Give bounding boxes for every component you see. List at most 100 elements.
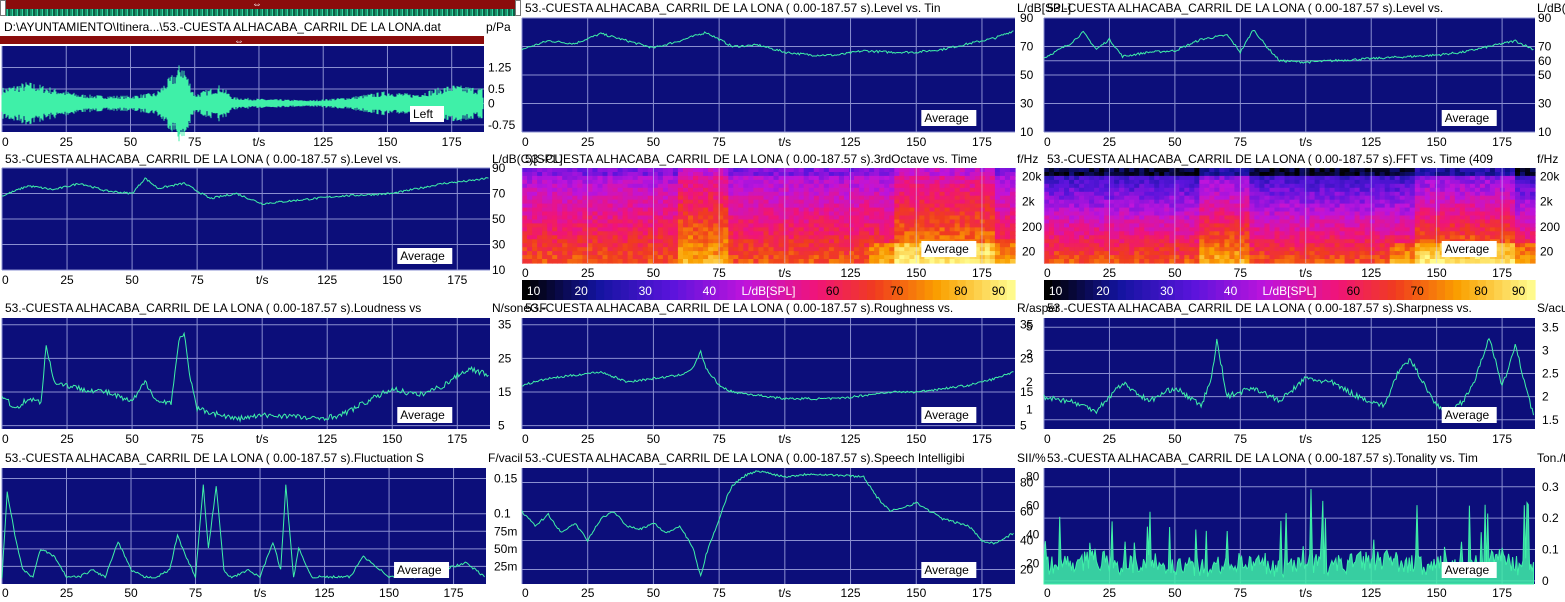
heatmap-cell — [1179, 187, 1185, 193]
heatmap-cell — [1434, 215, 1441, 221]
heatmap-cell — [1174, 243, 1180, 248]
heatmap-cell — [1515, 243, 1521, 248]
heatmap-cell — [1159, 215, 1165, 221]
heatmap-cell — [778, 179, 785, 185]
scrollbar-right-arrow[interactable] — [515, 0, 521, 16]
heatmap-cell — [788, 207, 795, 213]
heatmap-cell — [562, 231, 568, 236]
heatmap-cell — [1074, 255, 1080, 260]
heatmap-cell — [823, 207, 830, 213]
heatmap-cell — [1354, 179, 1361, 185]
colorbar-cell — [612, 280, 622, 300]
heatmap-cell — [793, 251, 800, 256]
heatmap-cell — [622, 187, 629, 193]
heatmap-cell — [1304, 199, 1311, 205]
heatmap-cell — [728, 203, 734, 209]
heatmap-cell — [672, 187, 679, 193]
heatmap-cell — [607, 211, 614, 217]
heatmap-cell — [693, 168, 699, 173]
heatmap-cell — [1234, 168, 1240, 173]
x-tick-label: 125 — [1361, 135, 1381, 149]
heatmap-cell — [1364, 231, 1371, 236]
heatmap-cell — [1254, 223, 1260, 228]
heatmap-cell — [1334, 215, 1341, 221]
series-line — [521, 30, 1014, 57]
heatmap-cell — [1264, 191, 1270, 197]
heatmap-cell — [1379, 168, 1386, 173]
heatmap-cell — [698, 239, 704, 244]
heatmap-cell — [758, 259, 764, 264]
heatmap-cell — [582, 203, 588, 209]
heatmap-cell — [522, 223, 528, 228]
heatmap-cell — [1189, 211, 1195, 217]
heatmap-cell — [1004, 175, 1011, 181]
heatmap-cell — [818, 199, 825, 205]
heatmap-cell — [778, 191, 785, 197]
heatmap-cell — [1059, 203, 1065, 209]
heatmap-cell — [662, 172, 669, 177]
heatmap-cell — [1124, 199, 1130, 205]
heatmap-cell — [1279, 259, 1286, 264]
colorbar-cell — [891, 280, 901, 300]
heatmap-cell — [1269, 168, 1276, 173]
heatmap-cell — [537, 227, 543, 232]
heatmap-cell — [1504, 231, 1511, 236]
heatmap-cell — [527, 195, 533, 201]
heatmap-cell — [984, 223, 991, 228]
heatmap-cell — [1314, 239, 1321, 244]
heatmap-cell — [1010, 215, 1016, 221]
heatmap-cell — [889, 231, 895, 236]
heatmap-cell — [627, 187, 634, 193]
scrollbar-thumb[interactable] — [0, 0, 521, 9]
heatmap-cell — [738, 211, 744, 217]
heatmap-cell — [969, 187, 976, 193]
heatmap-cell — [738, 215, 744, 221]
heatmap-cell — [909, 247, 915, 252]
heatmap-cell — [728, 183, 734, 189]
heatmap-cell — [1214, 243, 1220, 248]
panel-level_c: 53.-CUESTA ALHACABA_CARRIL DE LA LONA ( … — [1, 152, 563, 287]
heatmap-cell — [672, 255, 679, 260]
heatmap-cell — [733, 191, 739, 197]
heatmap-cell — [647, 203, 654, 209]
heatmap-cell — [1184, 172, 1190, 177]
heatmap-cell — [1159, 183, 1165, 189]
heatmap-cell — [672, 211, 679, 217]
colorbar-cell — [784, 280, 794, 300]
series-line — [1043, 29, 1534, 64]
heatmap-cell — [637, 215, 644, 221]
heatmap-cell — [818, 172, 825, 177]
heatmap-cell — [562, 243, 568, 248]
top-scrollbar[interactable]: ⇔ — [0, 0, 521, 16]
heatmap-cell — [1144, 223, 1150, 228]
heatmap-cell — [793, 183, 800, 189]
heatmap-cell — [713, 243, 719, 248]
heatmap-cell — [1344, 207, 1351, 213]
heatmap-cell — [602, 183, 609, 189]
heatmap-cell — [1064, 255, 1070, 260]
heatmap-cell — [1254, 235, 1260, 240]
heatmap-cell — [1134, 235, 1140, 240]
heatmap-cell — [587, 219, 593, 225]
heatmap-cell — [1179, 219, 1185, 225]
scrollbar-left-arrow[interactable] — [0, 0, 6, 16]
heatmap-cell — [763, 175, 770, 181]
heatmap-cell — [1079, 235, 1085, 240]
resize-arrows-icon[interactable]: ⇔ — [252, 0, 262, 10]
heatmap-cell — [1274, 211, 1281, 217]
heatmap-cell — [1459, 215, 1466, 221]
heatmap-cell — [989, 207, 996, 213]
heatmap-cell — [1159, 231, 1165, 236]
heatmap-cell — [999, 211, 1006, 217]
heatmap-cell — [884, 231, 890, 236]
heatmap-cell — [1339, 195, 1346, 201]
heatmap-cell — [662, 187, 669, 193]
heatmap-cell — [562, 215, 568, 221]
heatmap-cell — [1439, 168, 1446, 173]
heatmap-cell — [1169, 255, 1175, 260]
heatmap-cell — [974, 231, 981, 236]
heatmap-cell — [939, 207, 946, 213]
heatmap-cell — [1239, 223, 1245, 228]
heatmap-cell — [1274, 207, 1281, 213]
colorbar-cell — [1273, 280, 1282, 300]
